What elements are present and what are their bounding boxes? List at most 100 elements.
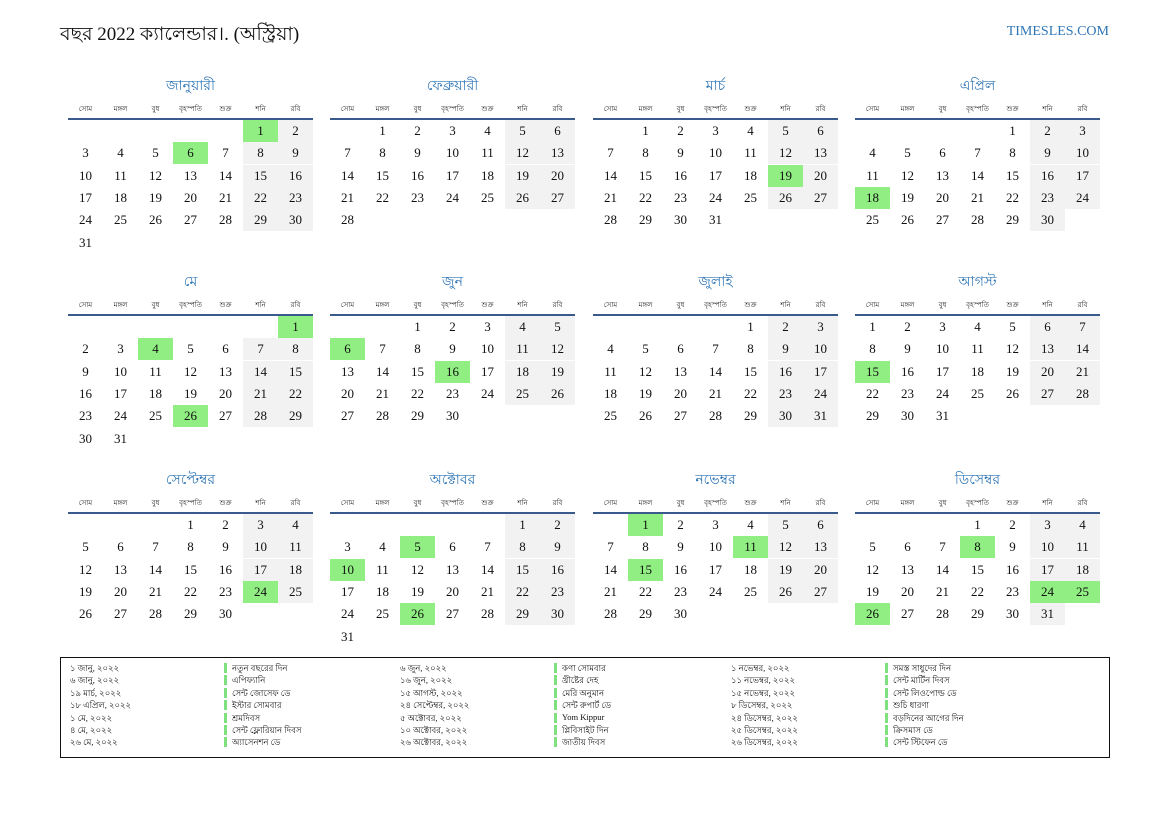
month-name: ডিসেম্বর [954,473,1001,488]
day: 11 [149,363,162,379]
weekday: শনি [517,499,528,507]
day: 21 [971,189,984,205]
day: 22 [1006,189,1019,205]
day: 15 [744,363,757,379]
weekday: শুক্র [744,105,757,113]
holiday-marker [554,675,557,686]
day: 10 [709,145,722,161]
day: 29 [411,408,424,424]
holiday-marker [885,712,888,723]
weekday: শনি [1042,301,1053,309]
month-rule [593,314,838,316]
holiday-day: 24 [1030,580,1065,603]
day: 1 [414,319,421,334]
day: 7 [712,341,719,357]
day: 28 [341,212,354,228]
day: 4 [747,123,754,138]
holiday-name: কণা সোমবার [562,663,606,673]
holiday-name: জাতীয় দিবস [562,737,606,748]
site-link[interactable]: TIMESLES.COM [1006,24,1109,39]
day: 12 [901,167,914,183]
day: 19 [901,189,914,205]
weekday: রবি [552,301,563,309]
holiday-date: ১৯ মার্চ, ২০২২ [70,687,122,698]
day: 3 [803,316,838,338]
day: 4 [869,145,876,161]
day: 10 [709,539,722,555]
day: 22 [278,382,313,405]
day: 3 [712,517,719,532]
day: 29 [639,212,652,228]
day: 1 [974,517,981,532]
day: 24 [1065,186,1100,209]
day: 3 [82,145,89,161]
holiday-marker [885,700,888,711]
day: 10 [114,363,127,379]
day: 27 [446,606,459,622]
day: 2 [677,517,684,532]
day: 16 [901,363,914,379]
day: 20 [901,583,914,599]
day: 2 [540,514,575,536]
weekday: শুক্র [744,301,757,309]
day: 21 [243,382,278,405]
day: 31 [803,405,838,428]
day: 1 [1009,123,1016,138]
weekday: বুধ [676,499,685,507]
day: 18 [604,385,617,401]
day: 27 [803,580,838,603]
weekday: বৃহস্পতি [704,499,727,507]
weekday: সোম [865,301,880,309]
day: 2 [222,517,229,532]
day: 27 [936,212,949,228]
weekday: শুক্র [219,301,232,309]
day: 30 [768,405,803,428]
day: 6 [677,341,684,357]
weekday: রবি [552,499,563,507]
day: 17 [936,363,949,379]
day: 7 [974,145,981,161]
day: 22 [243,186,278,209]
day: 19 [540,360,575,383]
day: 24 [803,382,838,405]
weekday: শনি [517,301,528,309]
holiday-date: ৬ জুন, ২০২২ [400,663,447,673]
day: 25 [149,408,162,424]
day: 16 [278,164,313,187]
day: 28 [604,212,617,228]
day: 24 [709,189,722,205]
day: 10 [79,167,92,183]
day: 15 [505,558,540,581]
month-name: এপ্রিল [959,79,996,94]
holiday-name: সেন্ট লিওপোল্ড ডে [893,687,957,698]
day: 11 [114,167,127,183]
day: 14 [219,167,232,183]
weekday: বৃহস্পতি [704,105,727,113]
weekday: বুধ [676,301,685,309]
day: 10 [803,338,838,361]
day: 13 [219,363,232,379]
holiday-marker [885,725,888,735]
day: 19 [411,583,424,599]
day: 6 [939,145,946,161]
holiday-name: সেন্ট মার্টিন দিবস [893,675,950,686]
day: 4 [747,517,754,532]
day: 19 [768,558,803,581]
day: 30 [901,408,914,424]
month-rule [593,512,838,514]
holiday-day: 1 [278,316,313,338]
day: 1 [747,319,754,334]
holiday-name: খ্রীষ্টের দেহ [562,675,599,686]
weekday: শুক্র [481,499,494,507]
day: 20 [341,385,354,401]
holiday-date: ১৬ জুন, ২০২২ [400,675,453,686]
weekday: রবি [815,301,826,309]
day: 21 [481,583,494,599]
day: 25 [866,212,879,228]
weekday: শুক্র [481,105,494,113]
day: 13 [803,536,838,559]
holiday-name: সেন্ট স্টিফেন ডে [893,737,948,748]
day: 8 [278,338,313,361]
month-name: মে [183,275,198,290]
weekday: বৃহস্পতি [179,499,202,507]
